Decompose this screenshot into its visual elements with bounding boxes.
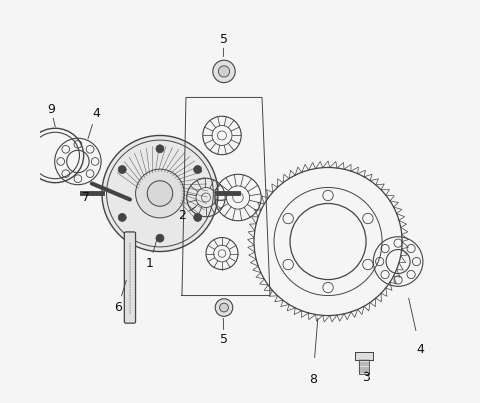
Text: 2: 2 (178, 209, 186, 222)
Circle shape (219, 303, 228, 312)
Text: 3: 3 (362, 371, 370, 384)
Circle shape (213, 60, 235, 83)
Text: 4: 4 (416, 343, 424, 356)
FancyBboxPatch shape (359, 359, 369, 374)
Circle shape (118, 166, 126, 174)
Text: 7: 7 (82, 191, 90, 204)
Circle shape (102, 135, 218, 251)
Circle shape (156, 234, 164, 242)
Circle shape (156, 145, 164, 153)
FancyBboxPatch shape (355, 351, 373, 359)
Circle shape (118, 214, 126, 221)
Text: 5: 5 (220, 33, 228, 46)
FancyBboxPatch shape (124, 232, 135, 323)
Text: 9: 9 (47, 103, 55, 116)
Circle shape (215, 299, 233, 316)
Text: 4: 4 (92, 107, 100, 120)
Circle shape (147, 181, 173, 206)
Circle shape (194, 214, 202, 221)
Circle shape (194, 166, 202, 174)
Circle shape (218, 66, 229, 77)
Text: 8: 8 (309, 373, 317, 386)
Text: 5: 5 (220, 333, 228, 346)
Circle shape (135, 169, 184, 218)
Text: 1: 1 (146, 257, 154, 270)
Text: 6: 6 (114, 301, 122, 314)
